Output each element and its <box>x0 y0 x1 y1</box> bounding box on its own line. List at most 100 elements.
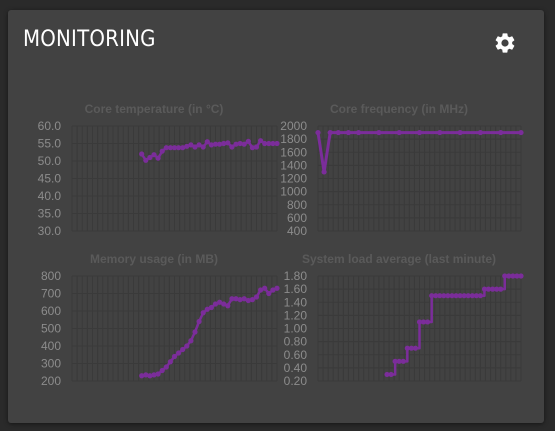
mem-data-point <box>221 301 227 307</box>
load-tick-label: 1.40 <box>284 295 308 309</box>
freq-tick-label: 2000 <box>280 119 307 133</box>
mem-data-point <box>204 306 210 312</box>
freq-data-point <box>416 129 423 136</box>
freq-tick-label: 1600 <box>280 145 307 159</box>
mem-tick-label: 600 <box>41 304 61 318</box>
temp-data-point <box>237 140 243 147</box>
temp-data-point <box>274 140 280 147</box>
mem-data-point <box>258 287 264 293</box>
load-data-point <box>412 345 419 351</box>
freq-tick-label: 1200 <box>280 172 307 186</box>
temp-tick-label: 40.0 <box>38 189 62 203</box>
mem-data-point <box>241 296 247 302</box>
temp-title: Core temperature (in °C) <box>85 102 224 116</box>
load-tick-label: 1.60 <box>284 282 308 296</box>
temp-tick-label: 55.0 <box>38 137 62 151</box>
load-data-point <box>477 293 483 299</box>
freq-data-point <box>396 129 402 136</box>
load-data-point <box>429 293 435 299</box>
load-data-point <box>457 293 463 299</box>
freq-data-point <box>321 169 327 175</box>
temp-data-point <box>155 155 161 161</box>
mem-data-point <box>266 290 272 297</box>
mem-data-point <box>163 364 169 370</box>
load-data-point <box>481 286 488 292</box>
temp-tick-label: 35.0 <box>38 207 62 221</box>
mem-data-point <box>184 343 190 349</box>
freq-tick-label: 400 <box>287 224 307 238</box>
load-data-point <box>441 293 447 299</box>
load-tick-label: 1.00 <box>284 322 308 336</box>
load-chart: System load average (last minute) 1.801.6… <box>284 252 524 388</box>
temp-data-point <box>212 141 219 147</box>
temp-tick-label: 50.0 <box>38 154 62 168</box>
freq-title: Core frequency (in MHz) <box>330 102 468 116</box>
load-data-point <box>384 371 390 378</box>
freq-data-point <box>335 129 341 136</box>
temp-data-point <box>249 145 255 151</box>
freq-chart: Core frequency (in MHz)20001800160014001… <box>280 102 524 238</box>
load-data-point <box>420 319 427 325</box>
mem-data-point <box>253 294 260 300</box>
load-data-point <box>416 319 423 325</box>
mem-tick-label: 500 <box>41 322 61 336</box>
mem-data-point <box>151 372 157 378</box>
load-data-point <box>465 293 471 299</box>
load-data-point <box>433 293 439 299</box>
mem-data-point <box>217 299 223 305</box>
temp-data-point <box>180 145 186 151</box>
load-data-point <box>494 286 500 292</box>
load-data-point <box>461 293 467 299</box>
mem-data-point <box>200 310 206 316</box>
mem-data-point <box>245 297 251 304</box>
temp-data-point <box>163 145 169 151</box>
freq-data-point <box>477 129 483 136</box>
temp-data-point <box>139 151 145 157</box>
load-tick-label: 0.60 <box>284 348 308 362</box>
mem-title: Memory usage (in MB) <box>90 252 218 266</box>
temp-data-point <box>229 144 235 150</box>
mem-data-point <box>147 373 153 379</box>
mem-tick-label: 200 <box>41 374 61 388</box>
temp-data-point <box>204 139 210 145</box>
mem-data-point <box>167 359 173 365</box>
load-data-point <box>396 358 402 364</box>
temp-tick-label: 45.0 <box>38 172 62 186</box>
mem-data-point <box>212 301 219 307</box>
temp-data-point <box>196 142 202 148</box>
mem-data-point <box>262 285 268 291</box>
gear-icon[interactable] <box>493 31 517 55</box>
freq-tick-label: 1400 <box>280 158 307 172</box>
mem-data-point <box>176 350 182 356</box>
load-data-point <box>408 345 414 351</box>
load-data-point <box>498 286 504 292</box>
temp-data-point <box>176 145 182 151</box>
temp-data-point <box>241 141 247 147</box>
load-data-point <box>506 273 512 279</box>
load-tick-label: 0.80 <box>284 335 308 349</box>
load-data-point <box>469 293 475 299</box>
temp-data-point <box>217 141 223 147</box>
temp-data-point <box>188 142 194 148</box>
temp-data-point <box>151 152 157 158</box>
load-data-point <box>437 293 443 299</box>
mem-tick-label: 700 <box>41 287 61 301</box>
freq-data-point <box>315 129 321 136</box>
temp-data-point <box>262 140 268 147</box>
temp-data-point <box>258 138 264 144</box>
load-data-point <box>445 293 451 299</box>
freq-tick-label: 600 <box>287 211 307 225</box>
mem-data-point <box>229 296 235 302</box>
load-data-point <box>518 273 524 279</box>
load-data-point <box>449 293 455 299</box>
load-tick-label: 0.40 <box>284 361 308 375</box>
mem-tick-label: 300 <box>41 357 61 371</box>
panel-title: MONITORING <box>23 27 156 52</box>
temp-data-point <box>208 142 214 148</box>
freq-data-point <box>327 129 333 136</box>
freq-data-point <box>437 129 443 136</box>
mem-tick-label: 400 <box>41 339 61 353</box>
mem-data-point <box>274 285 280 291</box>
temp-data-point <box>147 154 153 161</box>
